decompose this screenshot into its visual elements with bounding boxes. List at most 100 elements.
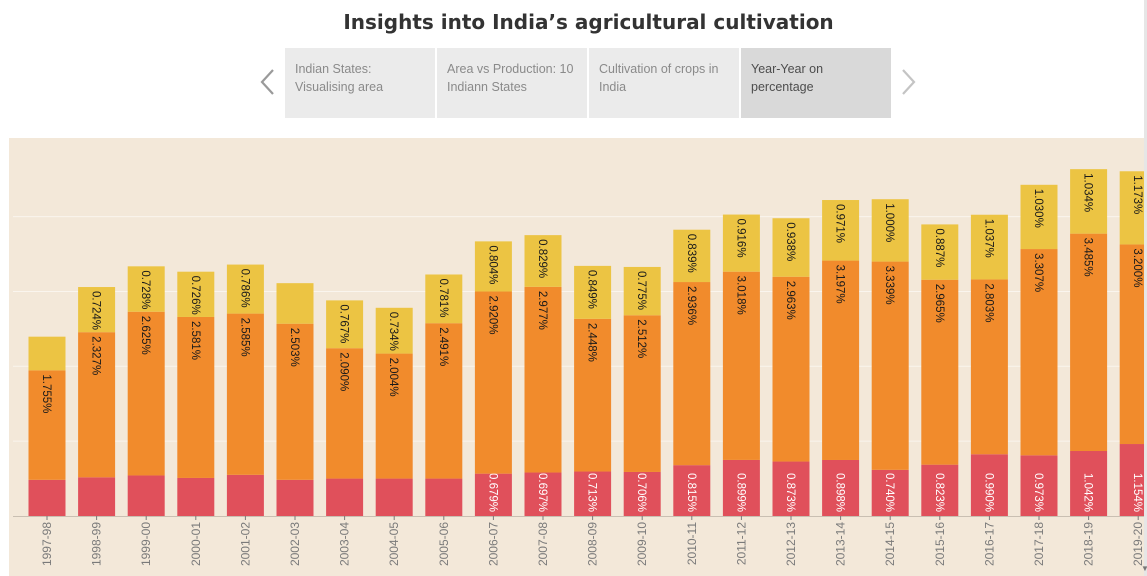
bar-segment-middle — [375, 353, 413, 479]
bar-segment-top — [871, 199, 909, 262]
bar-segment-bottom — [722, 459, 760, 516]
data-label: 0.724% — [90, 291, 102, 330]
data-label: 3.200% — [1131, 248, 1143, 287]
bar-segment-middle — [276, 323, 314, 480]
data-label: 2.491% — [437, 327, 449, 366]
bar-segment-bottom — [1020, 455, 1058, 516]
data-label: 0.781% — [437, 278, 449, 317]
previous-tab-button[interactable] — [256, 64, 280, 100]
data-label: 0.938% — [784, 222, 796, 261]
x-tick-label: 2003-04 — [338, 522, 352, 566]
bar-segment-middle — [722, 271, 760, 460]
x-tick-label: 2012-13 — [784, 522, 798, 566]
bar-segment-bottom — [326, 478, 364, 516]
x-tick-label: 2016-17 — [982, 522, 996, 566]
bar-segment-top — [375, 307, 413, 354]
x-tick-label: 2008-09 — [586, 522, 600, 566]
data-label: 2.581% — [189, 321, 201, 360]
data-label: 2.977% — [536, 291, 548, 330]
data-label: 0.713% — [586, 473, 598, 512]
x-tick-label: 2014-15 — [883, 522, 897, 566]
bar-segment-bottom — [921, 464, 959, 516]
data-label: 2.512% — [635, 319, 647, 358]
data-label: 0.898% — [834, 473, 846, 512]
data-label: 0.916% — [734, 219, 746, 258]
data-label: 2.585% — [238, 318, 250, 357]
data-label: 1.755% — [40, 374, 52, 413]
data-label: 3.018% — [734, 276, 746, 315]
tab-cultivation-of-crops[interactable]: Cultivation of crops in India — [589, 48, 739, 118]
tab-label-line1: Area vs Production: 10 — [447, 62, 574, 76]
tab-indian-states[interactable]: Indian States: Visualising area — [285, 48, 435, 118]
scroll-down-icon[interactable]: ▼ — [1141, 564, 1147, 573]
bar-segment-middle — [524, 286, 562, 473]
data-label: 1.000% — [883, 203, 895, 242]
bar-segment-top — [276, 283, 314, 324]
data-label: 0.873% — [784, 473, 796, 512]
data-label: 1.034% — [1082, 173, 1094, 212]
x-tick-label: 2013-14 — [834, 522, 848, 566]
bar-segment-bottom — [1070, 451, 1108, 516]
x-tick-label: 2018-19 — [1082, 522, 1096, 566]
tab-area-vs-production[interactable]: Area vs Production: 10 Indiann States — [437, 48, 587, 118]
data-label: 2.803% — [982, 283, 994, 322]
x-tick-label: 2000-01 — [189, 522, 203, 566]
bar-segment-middle — [226, 313, 264, 475]
tab-year-on-year[interactable]: Year-Year on percentage — [741, 48, 891, 118]
bar-segment-top — [127, 266, 165, 312]
data-label: 0.786% — [238, 269, 250, 308]
data-label: 0.829% — [536, 239, 548, 278]
scrollbar[interactable] — [1144, 0, 1147, 576]
data-label: 0.971% — [834, 204, 846, 243]
x-tick-label: 2019-20 — [1131, 522, 1145, 566]
x-tick-label: 2002-03 — [288, 522, 302, 566]
data-label: 0.899% — [734, 473, 746, 512]
tab-label-line2: Visualising area — [295, 80, 384, 94]
data-label: 0.697% — [536, 473, 548, 512]
bar-segment-top — [970, 214, 1008, 280]
data-label: 0.726% — [189, 276, 201, 315]
page-title: Insights into India’s agricultural culti… — [343, 10, 834, 34]
next-tab-button[interactable] — [897, 64, 921, 100]
x-tick-label: 1998-99 — [90, 522, 104, 566]
bar-segment-top — [772, 218, 810, 277]
bar-segment-top — [574, 265, 612, 319]
data-label: 0.706% — [635, 473, 647, 512]
data-label: 0.839% — [685, 234, 697, 273]
data-label: 2.004% — [387, 358, 399, 397]
bar-segment-middle — [1070, 233, 1108, 452]
data-label: 1.173% — [1131, 175, 1143, 214]
tab-label-line1: Cultivation of crops in — [599, 62, 719, 76]
bar-segment-bottom — [772, 461, 810, 516]
x-tick-label: 2009-10 — [635, 522, 649, 566]
data-label: 0.815% — [685, 473, 697, 512]
bar-segment-bottom — [1119, 444, 1147, 516]
data-label: 1.037% — [982, 219, 994, 258]
x-tick-label: 2001-02 — [238, 522, 252, 566]
bar-segment-bottom — [78, 477, 116, 516]
bar-segment-bottom — [673, 465, 711, 516]
tab-label-line2: percentage — [751, 80, 814, 94]
bar-segment-top — [623, 266, 661, 316]
bar-segment-middle — [772, 276, 810, 462]
tab-label-line1: Indian States: — [295, 62, 372, 76]
tab-label-line2: India — [599, 80, 627, 94]
bar-segment-top — [1020, 184, 1058, 250]
bar-segment-bottom — [970, 454, 1008, 516]
bar-segment-middle — [1119, 244, 1147, 445]
data-label: 2.963% — [784, 281, 796, 320]
bar-segment-top — [78, 287, 116, 333]
bar-segment-middle — [673, 282, 711, 466]
x-tick-label: 2004-05 — [387, 522, 401, 566]
x-tick-label: 2015-16 — [933, 522, 947, 566]
data-label: 2.448% — [586, 323, 598, 362]
x-tick-label: 2007-08 — [536, 522, 550, 566]
data-label: 1.154% — [1131, 473, 1143, 512]
bar-segment-middle — [326, 348, 364, 479]
data-label: 3.485% — [1082, 238, 1094, 277]
data-label: 0.823% — [933, 473, 945, 512]
bar-segment-top — [177, 271, 215, 317]
bar-segment-middle — [970, 279, 1008, 455]
data-label: 0.740% — [883, 473, 895, 512]
bar-segment-middle — [28, 370, 66, 480]
